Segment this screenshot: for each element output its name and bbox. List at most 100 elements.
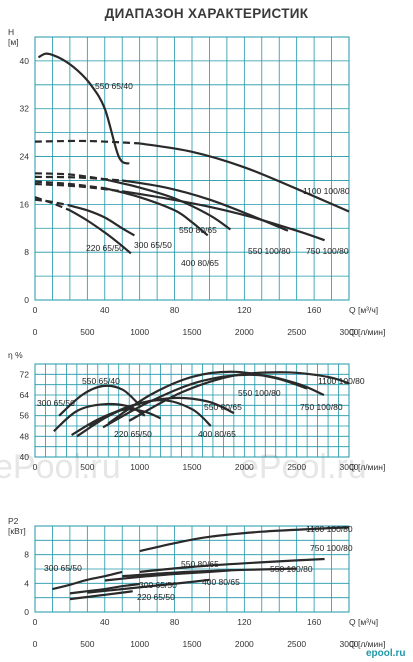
x-tick-label: 0 [33,617,38,627]
y-tick-label: 0 [24,607,29,617]
x2-tick-label: 2000 [235,639,254,649]
label-300-65-50-bot2: 300 65/50 [139,580,177,590]
y-tick-label: 8 [24,247,29,257]
x-tick-label: 500 [80,462,94,472]
x-tick-label: 0 [33,305,38,315]
x-tick-label: 1500 [183,462,202,472]
y-axis-label: H [8,27,14,37]
curve-550-65-40 [37,52,130,165]
label-220-65-50-mid: 220 65/50 [114,429,152,439]
label-300-65-50-mid: 300 65/50 [37,398,75,408]
curve-550-80-65-dashed [34,172,105,181]
label-1100-100-80-top: 1100 100/80 [303,186,350,196]
curves [53,370,350,438]
y-tick-label: 48 [20,431,30,441]
curve-300-65-50 [52,570,123,591]
efficiency-chart: 40 48 56 64 72 0 500 1000 1500 2000 2500 3000 η % Q [… [8,350,385,472]
x2-tick-label: 1000 [130,639,149,649]
x-tick-label: 40 [100,305,110,315]
y-tick-label: 72 [20,369,30,379]
curves [52,526,350,601]
x2-tick-label: 1000 [130,327,149,337]
curve-400-80-65 [76,399,212,438]
x-tick-label: 2500 [287,462,306,472]
x2-tick-label: 0 [33,639,38,649]
label-300-65-50-bot: 300 65/50 [44,563,82,573]
x-tick-label: 3000 [340,462,359,472]
label-220-65-50-top: 220 65/50 [86,243,124,253]
label-550-80-65-bot: 550 80/65 [181,559,219,569]
brand-mark: epool.ru [366,648,405,659]
curve-220-65-50 [69,209,132,255]
label-400-80-65-bot: 400 80/65 [202,577,240,587]
x-tick-label: 80 [170,305,180,315]
label-550-100-80-top: 550 100/80 [248,246,291,256]
x2-tick-label: 500 [80,639,94,649]
curve-300-65-50-dashed [34,198,71,207]
x2-tick-label: 3000 [340,327,359,337]
x2-tick-label: 2500 [287,639,306,649]
y-tick-label: 64 [20,390,30,400]
x-tick-label: 160 [307,617,321,627]
y-axis-label: P2 [8,516,19,526]
x-tick-label: 120 [237,617,251,627]
label-750-100-80-bot: 750 100/80 [310,543,353,553]
label-550-80-65-top: 550 80/65 [179,225,217,235]
label-220-65-50-bot: 220 65/50 [137,592,175,602]
label-1100-100-80-bot: 1100 100/80 [306,524,353,534]
curve-550-80-65 [104,178,232,231]
x2-tick-label: 2500 [287,327,306,337]
curve-750-100-80-dashed [34,182,123,193]
curve-1100-100-80 [139,526,350,553]
watermark-left: ePool.ru [0,448,121,486]
label-550-65-40-top: 550 65/40 [95,81,133,91]
curve-750-100-80 [122,190,325,242]
curve-400-80-65 [104,187,209,237]
x-axis-label: Q [л/мин] [349,462,385,472]
curve-1100-100-80 [139,142,350,213]
x2-tick-label: 1500 [183,327,202,337]
frame [34,525,350,613]
y-axis-unit: [кВт] [8,526,26,536]
y-tick-label: 16 [20,199,30,209]
grid [34,36,350,301]
label-750-100-80-top: 750 100/80 [306,246,349,256]
curve-400-80-65-dashed [34,180,105,190]
label-300-65-50-top: 300 65/50 [134,240,172,250]
label-400-80-65-top: 400 80/65 [181,258,219,268]
curve-1100-100-80-dashed [34,139,140,145]
y-tick-label: 4 [24,578,29,588]
head-curve-labels: 550 65/40 1100 100/80 550 80/65 300 65/5… [86,81,350,268]
y-tick-label: 32 [20,104,30,114]
y-tick-label: 56 [20,411,30,421]
x-tick-label: 1000 [130,462,149,472]
power-curve-labels: 300 65/50 1100 100/80 750 100/80 550 80/… [44,524,353,602]
x-axis-label: Q [м³/ч] [349,617,378,627]
curve-300-65-50 [69,204,135,237]
curve-550-65-40 [58,384,141,417]
efficiency-curve-labels: 550 65/40 300 65/50 550 100/80 1100 100/… [37,376,365,439]
curve-220-65-50 [69,582,140,595]
y-tick-label: 0 [24,295,29,305]
curve-220-65-50-dashed [34,196,71,212]
frame [34,36,350,301]
x2-tick-label: 1500 [183,639,202,649]
frame [34,363,350,458]
x-tick-label: 160 [307,305,321,315]
label-400-80-65-mid: 400 80/65 [198,429,236,439]
x-tick-label: 0 [33,462,38,472]
curve-550-100-80-dashed [34,175,123,182]
y-axis-label: η % [8,350,23,360]
watermark-right: ePool.ru [240,448,367,486]
curves [34,52,350,255]
y-tick-label: 40 [20,56,30,66]
page-title: ДИАПАЗОН ХАРАКТЕРИСТИК [104,6,309,21]
label-550-80-65-mid: 550 80/65 [204,402,242,412]
y-tick-label: 40 [20,452,30,462]
curve-750-100-80 [139,557,325,573]
x2-tick-label: 3000 [340,639,359,649]
x-tick-label: 80 [170,617,180,627]
curve-1100-100-80 [128,371,350,422]
